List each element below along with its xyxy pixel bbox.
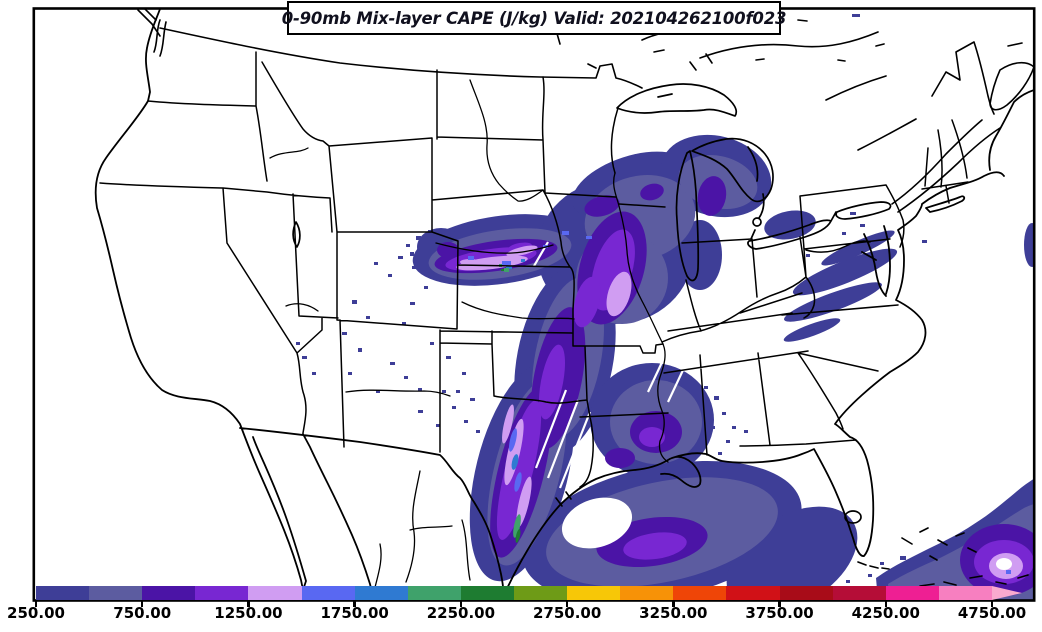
colorbar-segment-2250 — [460, 586, 514, 600]
colorbar-tick — [565, 600, 569, 607]
colorbar-segment-2000 — [407, 586, 461, 600]
colorbar-segment-3250 — [673, 586, 727, 600]
colorbar-tick — [353, 600, 356, 607]
colorbar-tick-label: 2250.00 — [426, 604, 496, 622]
colorbar-tick — [672, 600, 675, 607]
colorbar-tick-label: 1750.00 — [320, 604, 389, 622]
canada-border-path — [159, 19, 1001, 213]
colorbar-segment-4000 — [832, 586, 886, 600]
cape-striations — [533, 241, 685, 489]
colorbar-tick — [778, 600, 781, 607]
colorbar-tick — [140, 600, 144, 607]
rivers-path — [269, 79, 669, 463]
colorbar-segment-750 — [142, 586, 196, 600]
colorbar-tick-label: 250.00 — [7, 604, 65, 622]
state-borders-path — [99, 51, 969, 488]
geography-lines — [94, 9, 1034, 600]
islands-path — [137, 9, 1034, 587]
cape-fill-2250 — [501, 269, 521, 543]
coastline-path — [94, 9, 1034, 600]
title-box: 0-90mb Mix-layer CAPE (J/kg) Valid: 2021… — [282, 1, 786, 35]
colorbar-segment-1250 — [248, 586, 302, 600]
colorbar-segment-2500 — [513, 586, 568, 600]
colorbar-tick — [990, 600, 994, 607]
colorbar-tick — [247, 600, 250, 607]
colorbar-tick — [884, 600, 888, 607]
colorbar-segment-1750 — [354, 586, 408, 600]
colorbar-tick-label: 3750.00 — [745, 604, 814, 622]
colorbar-segment-500 — [89, 586, 143, 600]
mexico-lines-path — [371, 470, 471, 600]
colorbar-tick — [34, 600, 38, 607]
great-lakes-path — [292, 83, 892, 524]
colorbar-tick-label: 4250.00 — [851, 604, 920, 622]
colorbar-arrow — [992, 586, 1022, 600]
colorbar-tick — [459, 600, 463, 607]
colorbar-segment-4250 — [885, 586, 939, 600]
colorbar-segment-3750 — [779, 586, 833, 600]
colorbar-tick-label: 1250.00 — [214, 604, 283, 622]
colorbar-segment-2750 — [567, 586, 621, 600]
colorbar-segment-1500 — [301, 586, 355, 600]
colorbar-segment-250 — [36, 586, 90, 600]
colorbar — [36, 586, 992, 600]
cape-shading-layer — [296, 9, 1034, 600]
map-title: 0-90mb Mix-layer CAPE (J/kg) Valid: 2021… — [281, 8, 787, 28]
colorbar-segment-3000 — [620, 586, 674, 600]
colorbar-segment-1000 — [195, 586, 249, 600]
colorbar-tick-label: 4750.00 — [957, 604, 1027, 622]
colorbar-tick-label: 750.00 — [113, 604, 172, 622]
colorbar-tick-label: 3250.00 — [639, 604, 708, 622]
colorbar-segment-3500 — [726, 586, 780, 600]
cape-fill-1750 — [506, 259, 525, 470]
cape-fill-1250 — [456, 245, 1023, 579]
cape-fill-gaps — [561, 497, 1012, 570]
colorbar-tick-label: 2750.00 — [532, 604, 602, 622]
colorbar-segment-4500 — [938, 586, 992, 600]
